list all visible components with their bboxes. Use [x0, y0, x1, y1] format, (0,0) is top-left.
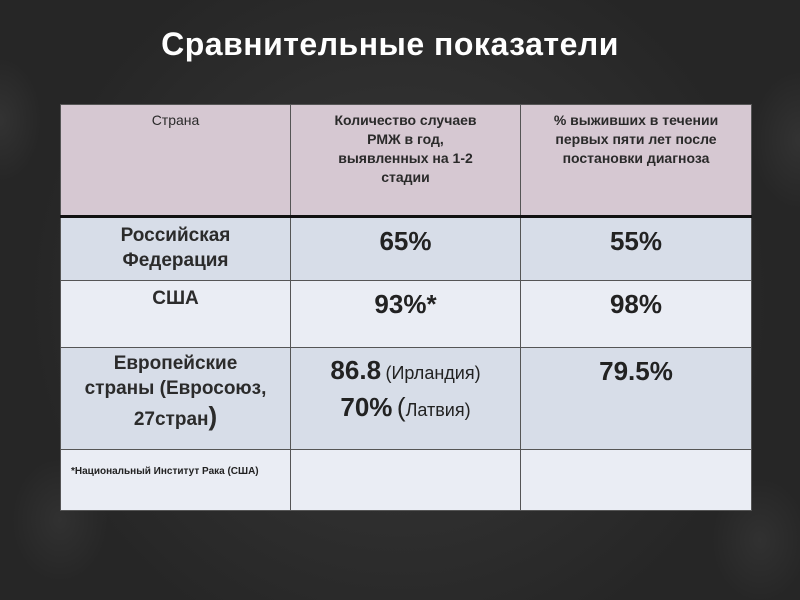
survival-value: 98%	[609, 289, 663, 319]
country-name-line: Федерация	[122, 250, 229, 271]
country-name-line: 27стран	[133, 409, 209, 430]
header-cases-line: Количество случаев	[334, 112, 477, 128]
cell-survival: 55%	[520, 216, 752, 281]
opening-paren: (	[396, 392, 406, 422]
footnote: *Национальный Институт Рака (США)	[71, 466, 259, 477]
cell-country: Российская Федерация	[60, 216, 291, 281]
comparison-table: Страна Количество случаев РМЖ в год, выя…	[60, 104, 752, 511]
header-cases-line: выявленных на 1-2	[338, 150, 473, 166]
cases-value-latvia: 70%	[340, 392, 393, 422]
header-survival-line: первых пяти лет после	[555, 131, 717, 147]
cell-empty	[290, 449, 521, 511]
cases-value-ireland: 86.8	[330, 355, 382, 385]
cases-value: 65%	[379, 226, 432, 256]
cases-value: 93%*	[374, 289, 437, 319]
header-survival: % выживших в течении первых пяти лет пос…	[520, 104, 752, 218]
country-name-line: Российская	[120, 225, 231, 246]
country-name-line: страны (Евросоюз,	[84, 378, 267, 399]
header-country: Страна	[60, 104, 291, 218]
cell-survival: 79.5%	[520, 347, 752, 450]
cell-cases: 93%*	[290, 280, 521, 348]
cases-country-ireland: (Ирландия)	[385, 363, 481, 383]
table-row: США 93%* 98%	[60, 280, 752, 348]
survival-value: 55%	[609, 226, 663, 256]
header-cases: Количество случаев РМЖ в год, выявленных…	[290, 104, 521, 218]
cell-country: Европейские страны (Евросоюз, 27стран)	[60, 347, 291, 450]
header-survival-line: % выживших в течении	[553, 112, 719, 128]
cell-empty	[520, 449, 752, 511]
closing-paren: )	[208, 401, 218, 431]
header-cases-line: РМЖ в год,	[367, 131, 444, 147]
slide-title: Сравнительные показатели	[161, 26, 619, 62]
cell-country: США	[60, 280, 291, 348]
cell-cases: 86.8 (Ирландия) 70% (Латвия)	[290, 347, 521, 450]
table-row: Европейские страны (Евросоюз, 27стран) 8…	[60, 347, 752, 450]
country-name-line: Европейские	[113, 353, 238, 374]
country-name-line: США	[152, 288, 199, 309]
cell-footnote: *Национальный Институт Рака (США)	[60, 449, 291, 511]
header-country-label: Страна	[151, 112, 200, 128]
table-row: Российская Федерация 65% 55%	[60, 216, 752, 281]
cases-country-latvia: Латвия)	[405, 400, 471, 420]
survival-value: 79.5%	[599, 356, 673, 386]
cell-survival: 98%	[520, 280, 752, 348]
table-header-row: Страна Количество случаев РМЖ в год, выя…	[60, 104, 752, 218]
header-survival-line: постановки диагноза	[562, 150, 710, 166]
header-cases-line: стадии	[381, 169, 430, 185]
cell-cases: 65%	[290, 216, 521, 281]
table-row: *Национальный Институт Рака (США)	[60, 449, 752, 511]
